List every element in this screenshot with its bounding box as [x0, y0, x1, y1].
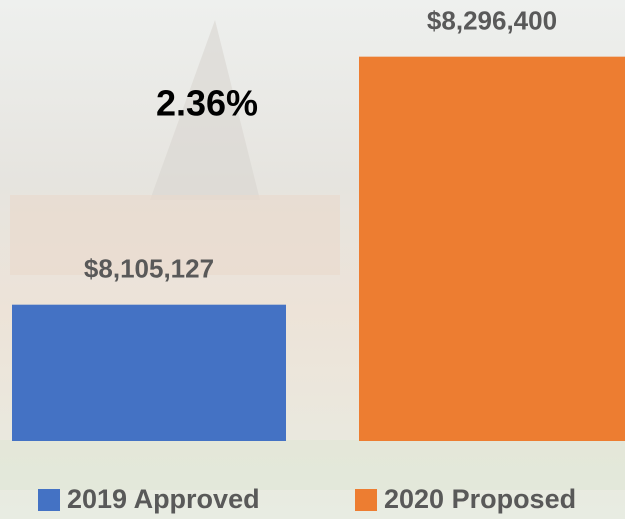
background-shape	[0, 440, 625, 490]
bar	[359, 56, 625, 441]
value-label: $8,105,127	[84, 254, 214, 284]
background-shape	[150, 20, 260, 200]
value-label: $8,296,400	[427, 6, 557, 36]
legend-label: 2019 Approved	[67, 484, 260, 514]
annotation: 2.36%	[156, 83, 258, 124]
legend-swatch	[355, 489, 377, 511]
legend-label: 2020 Proposed	[384, 484, 576, 514]
background-shape	[10, 195, 340, 275]
bar	[12, 304, 286, 441]
legend-swatch	[38, 489, 60, 511]
